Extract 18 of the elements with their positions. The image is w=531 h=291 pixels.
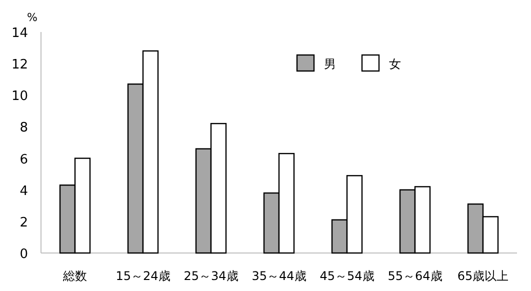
y-tick-label: 4	[20, 184, 28, 199]
x-tick-label: 総数	[62, 269, 87, 283]
x-tick-label: 25～34歳	[184, 269, 238, 283]
y-tick-label: 10	[11, 89, 28, 104]
legend-label: 男	[324, 57, 336, 71]
y-tick-label: 12	[11, 58, 28, 73]
x-tick-label: 15～24歳	[116, 269, 170, 283]
y-tick-label: 0	[20, 247, 28, 262]
x-tick-label: 65歳以上	[457, 269, 509, 283]
y-tick-label: 14	[11, 26, 28, 41]
x-tick-label: 35～44歳	[252, 269, 306, 283]
y-tick-label: 8	[20, 120, 28, 136]
x-tick-label: 55～64歳	[388, 269, 442, 283]
y-tick-label: 2	[20, 215, 28, 230]
x-tick-label: 45～54歳	[320, 269, 374, 283]
y-tick-label: 6	[20, 152, 28, 168]
y-axis-title: %	[27, 11, 38, 24]
legend-label: 女	[389, 57, 401, 71]
